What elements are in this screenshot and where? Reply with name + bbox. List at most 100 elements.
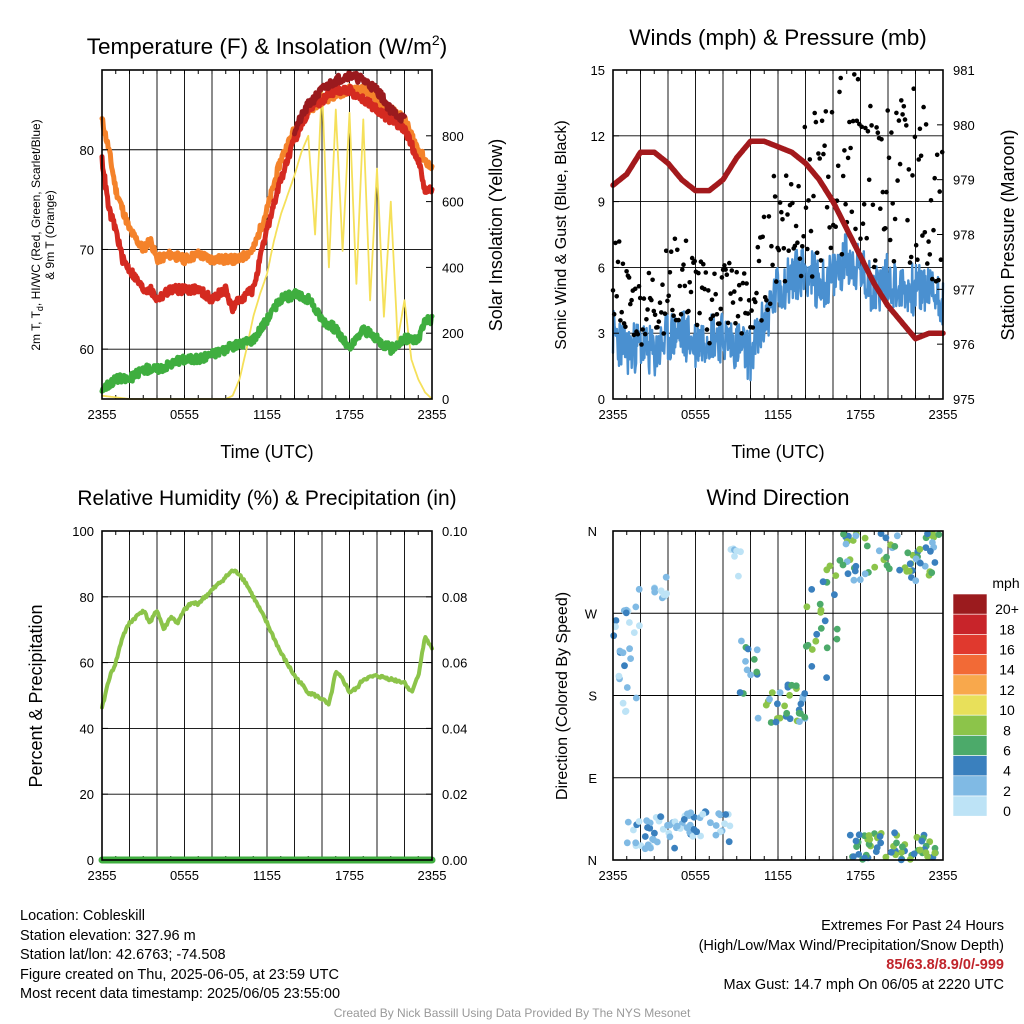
x-tick-label: 1755 [846, 868, 875, 883]
extremes-title: Extremes For Past 24 Hours [821, 918, 1004, 934]
gust-point [870, 202, 876, 208]
gust-point [740, 280, 746, 286]
gust-point [667, 270, 673, 275]
wind-direction-ylabel: Direction (Colored By Speed) [554, 592, 571, 800]
gust-point [795, 240, 800, 245]
gust-point [905, 217, 910, 223]
direction-point [832, 572, 840, 579]
gust-point [839, 252, 845, 257]
legend-label: 14 [999, 662, 1015, 678]
gust-point [892, 216, 898, 222]
direction-point [632, 839, 640, 847]
gust-point [755, 244, 761, 250]
gust-point [639, 342, 644, 347]
direction-point [623, 684, 631, 691]
direction-point [616, 647, 624, 655]
gust-point [858, 236, 863, 241]
y-tick-label: 12 [591, 129, 605, 144]
direction-point [619, 699, 627, 707]
direction-point [861, 570, 869, 578]
direction-point [801, 713, 809, 721]
temperature-title: Temperature (F) & Insolation (W/m2) [87, 32, 447, 59]
gust-point [790, 200, 795, 206]
direction-point [721, 820, 728, 828]
x-tick-label: 0555 [170, 407, 199, 422]
direction-point [632, 694, 640, 702]
gust-point [614, 294, 619, 299]
direction-point [861, 534, 869, 542]
gust-point [894, 110, 899, 116]
gust-point [745, 311, 751, 316]
recent-timestamp: Most recent data timestamp: 2025/06/05 2… [20, 986, 341, 1002]
gust-point [663, 248, 669, 254]
direction-point [626, 645, 633, 653]
gust-point [822, 143, 827, 148]
gust-point [931, 227, 936, 233]
direction-point [795, 709, 803, 717]
gust-point [694, 322, 700, 328]
legend-swatch [952, 674, 988, 696]
legend-label: 0 [1003, 803, 1011, 819]
gust-point [732, 289, 737, 294]
humidity-line [100, 568, 434, 710]
y-tick-label-right: 0.10 [442, 524, 467, 539]
gust-point [925, 261, 930, 266]
gust-point [754, 290, 759, 296]
direction-point [622, 707, 630, 715]
direction-point [657, 813, 664, 820]
direction-point [877, 839, 885, 847]
gust-point [917, 126, 923, 132]
direction-point [783, 709, 791, 717]
gust-point [786, 248, 791, 253]
x-tick-label: 1155 [253, 407, 281, 422]
gust-point [823, 109, 829, 114]
y-tick-label: 3 [598, 326, 605, 341]
gust-point [616, 239, 622, 244]
gust-point [725, 320, 731, 326]
direction-point [916, 545, 924, 553]
gust-point [817, 156, 822, 161]
gust-point [774, 279, 779, 284]
speed-legend-title: mph [992, 575, 1019, 591]
gust-point [899, 98, 904, 103]
direction-point [712, 822, 720, 829]
direction-point [891, 829, 898, 837]
y-tick-label: 100 [72, 524, 94, 539]
y-tick-label-right: 975 [953, 392, 975, 407]
gust-point [842, 148, 847, 153]
humidity-ylabel: Percent & Precipitation [26, 604, 46, 787]
gust-point [848, 145, 853, 151]
station-info: Location: Cobleskill Station elevation: … [20, 907, 340, 1005]
winds-title: Winds (mph) & Pressure (mb) [629, 25, 927, 50]
gust-point [779, 209, 784, 215]
gust-point [938, 257, 944, 263]
gust-point [776, 247, 782, 253]
gust-point [865, 129, 871, 134]
legend-label: 20+ [995, 601, 1019, 617]
gust-point [926, 239, 931, 244]
direction-point [882, 534, 890, 542]
gust-point [736, 282, 742, 288]
gust-point [665, 298, 670, 304]
direction-point [774, 700, 781, 708]
direction-point [750, 656, 758, 663]
gust-point [709, 297, 715, 303]
direction-point [663, 590, 670, 597]
gust-point [682, 283, 688, 289]
gust-point [619, 309, 624, 315]
gust-point [849, 209, 855, 215]
direction-point [891, 543, 899, 550]
x-tick-label: 1155 [764, 868, 792, 883]
gust-point [687, 280, 692, 285]
gust-point [727, 260, 732, 266]
gust-point [861, 202, 867, 207]
gust-point [896, 118, 902, 123]
gust-point [808, 228, 814, 234]
gust-point [686, 308, 691, 314]
direction-point [855, 851, 863, 858]
direction-point [817, 606, 825, 614]
direction-point [693, 828, 700, 836]
direction-point [649, 835, 656, 843]
legend-label: 6 [1003, 743, 1011, 759]
y-tick-label-right: 977 [953, 282, 975, 297]
